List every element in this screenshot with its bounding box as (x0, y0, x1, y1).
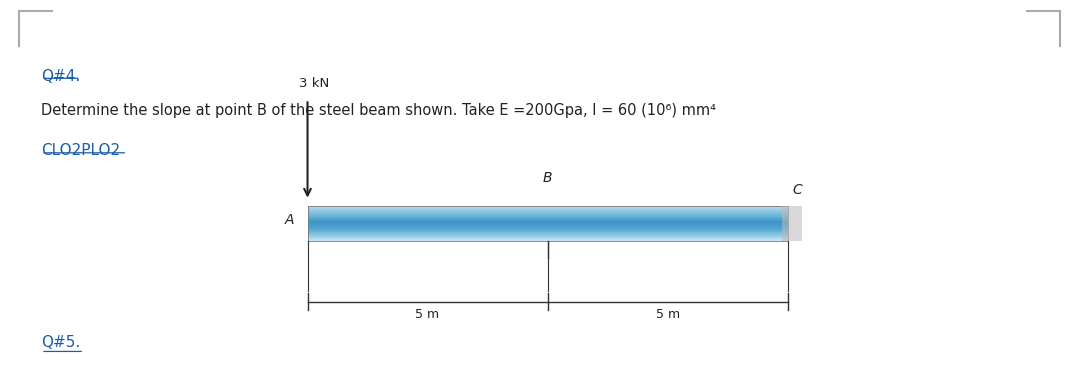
Bar (308, 212, 788, 213)
Bar (308, 211, 788, 212)
Bar (308, 213, 788, 214)
Bar (308, 215, 788, 216)
Bar (308, 209, 788, 210)
Bar (308, 225, 788, 226)
Text: Q#5.: Q#5. (41, 335, 80, 350)
Bar (308, 238, 788, 239)
Bar (308, 216, 788, 217)
Bar (782, 206, 802, 241)
Bar (308, 206, 788, 207)
Bar (308, 234, 788, 235)
Bar (308, 229, 788, 230)
Bar (308, 222, 788, 223)
Bar (308, 231, 788, 232)
Text: Q#4.: Q#4. (41, 69, 80, 84)
Text: C: C (792, 183, 802, 197)
Text: A: A (285, 213, 295, 227)
Bar (308, 217, 788, 218)
Text: B: B (543, 171, 552, 185)
Bar (308, 224, 788, 225)
Bar (308, 236, 788, 237)
Bar (308, 233, 788, 234)
Bar (308, 210, 788, 211)
Text: Determine the slope at point B of the steel beam shown. Take E =200Gpa, I = 60 (: Determine the slope at point B of the st… (41, 103, 715, 118)
Text: CLO2PLO2: CLO2PLO2 (41, 143, 120, 158)
Bar (308, 208, 788, 209)
Bar (308, 240, 788, 241)
Bar (308, 232, 788, 233)
Bar (308, 235, 788, 236)
Bar (308, 237, 788, 238)
Bar (308, 219, 788, 220)
Bar (308, 227, 788, 228)
Bar (308, 214, 788, 215)
Bar (308, 226, 788, 227)
Bar (308, 230, 788, 231)
Bar (308, 223, 788, 224)
Bar (308, 220, 788, 221)
Bar (308, 221, 788, 222)
Text: 5 m: 5 m (656, 308, 680, 320)
Bar (308, 228, 788, 229)
Bar (308, 206, 788, 241)
Text: 5 m: 5 m (415, 308, 439, 320)
Bar (308, 239, 788, 240)
Bar (308, 218, 788, 219)
Text: 3 kN: 3 kN (299, 77, 329, 90)
Bar (308, 207, 788, 208)
